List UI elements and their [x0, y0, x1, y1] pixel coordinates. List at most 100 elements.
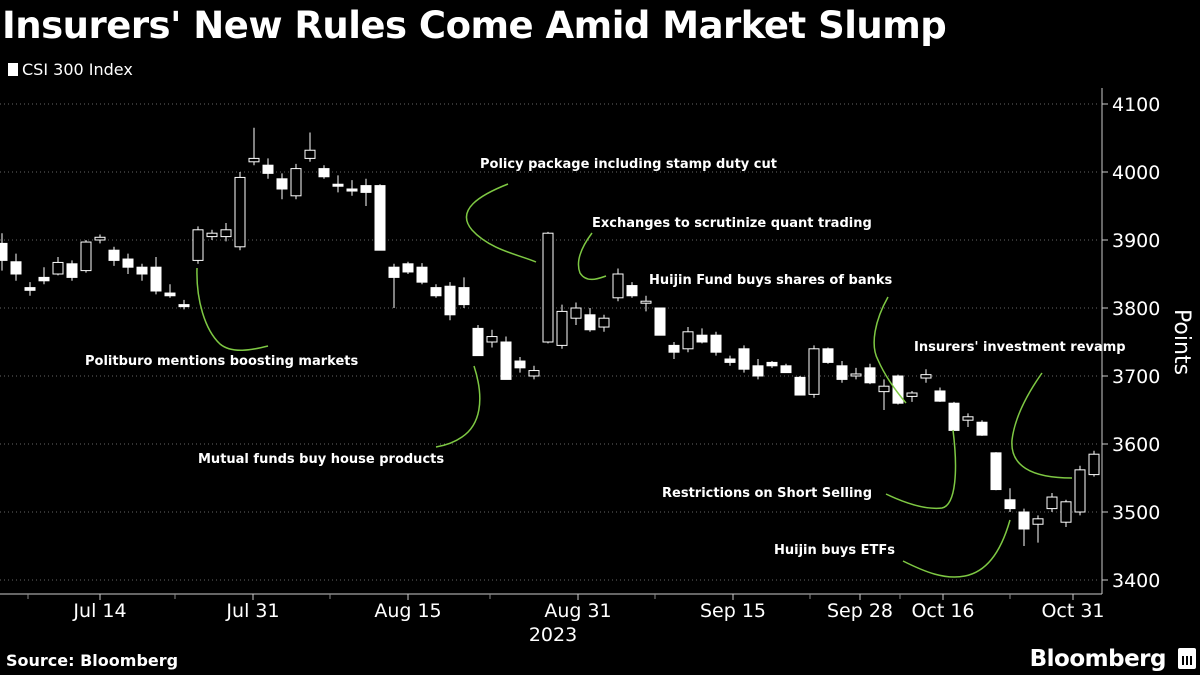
candle-body: [52, 261, 64, 275]
candle: [472, 325, 484, 357]
candle: [598, 314, 610, 332]
candle-body: [682, 331, 694, 350]
candle: [80, 240, 92, 273]
candle-body: [304, 149, 316, 159]
candle: [262, 158, 274, 179]
candle: [122, 253, 134, 274]
candle-body: [962, 416, 974, 421]
candle-body: [626, 285, 638, 297]
candle-body: [794, 376, 806, 396]
candle: [388, 263, 400, 308]
candle-body: [892, 375, 904, 404]
candle-body: [724, 358, 736, 363]
x-tick-label: Sep 15: [700, 600, 766, 622]
candle: [528, 365, 540, 380]
candle: [934, 387, 946, 402]
candle: [332, 175, 344, 193]
candle: [794, 376, 806, 396]
candle-body: [920, 374, 932, 379]
candle-body: [150, 266, 162, 292]
candle-body: [696, 334, 708, 343]
candle-body: [164, 292, 176, 297]
candle-body: [640, 300, 652, 304]
candle-body: [1074, 469, 1086, 513]
x-year-label: 2023: [529, 624, 577, 646]
annotation-label: Mutual funds buy house products: [198, 452, 444, 467]
candle: [920, 369, 932, 383]
candle: [654, 307, 666, 336]
candle-body: [472, 327, 484, 357]
candle: [416, 263, 428, 285]
candle-body: [570, 307, 582, 319]
candle: [1088, 450, 1100, 477]
candle: [948, 401, 960, 431]
candle-body: [0, 242, 8, 261]
candle: [10, 253, 22, 281]
candle-body: [1060, 501, 1072, 523]
grid: [0, 103, 1100, 581]
axes: 3400 3500 3600 3700 3800 3900 4000 4100 Points Ju…: [0, 88, 1194, 646]
candle: [1074, 465, 1086, 516]
candle: [360, 178, 372, 206]
annotation-label: Huijin Fund buys shares of banks: [649, 273, 893, 288]
candle: [0, 233, 8, 271]
candle: [780, 363, 792, 374]
candle-body: [94, 236, 106, 241]
candle-body: [542, 232, 554, 343]
candle: [458, 277, 470, 308]
candle-body: [416, 266, 428, 283]
candle: [444, 282, 456, 321]
candle-body: [836, 365, 848, 380]
candle-body: [766, 361, 778, 367]
candle: [500, 336, 512, 380]
candle-body: [822, 348, 834, 363]
candle-body: [234, 176, 246, 248]
x-tick-label: Aug 15: [374, 600, 441, 622]
candle: [836, 361, 848, 383]
candle-body: [528, 370, 540, 377]
candle: [318, 165, 330, 179]
callout-curve: [465, 183, 537, 263]
candle: [402, 261, 414, 274]
candle-body: [402, 263, 414, 273]
candle: [724, 355, 736, 366]
annotation-label: Exchanges to scrutinize quant trading: [592, 216, 872, 231]
candle-body: [934, 390, 946, 402]
candle-body: [556, 310, 568, 346]
candle-body: [206, 232, 218, 238]
candle-body: [248, 157, 260, 163]
candle: [430, 284, 442, 298]
candle: [990, 452, 1002, 491]
candle: [850, 367, 862, 380]
callout-curve: [435, 365, 481, 448]
y-tick-label: 3500: [1112, 502, 1160, 524]
candle-body: [346, 188, 358, 192]
candle-body: [710, 334, 722, 353]
brand-logo: Bloomberg: [1029, 646, 1167, 672]
candle-body: [136, 266, 148, 275]
candle: [864, 363, 876, 385]
candle: [612, 268, 624, 302]
candle-body: [1032, 518, 1044, 525]
candle-body: [906, 392, 918, 397]
candle-body: [220, 229, 232, 238]
candle: [178, 299, 190, 310]
source-label: Source: Bloomberg: [6, 651, 179, 670]
candle: [220, 223, 232, 242]
candle: [276, 173, 288, 200]
candle-body: [752, 365, 764, 377]
candle-body: [598, 317, 610, 328]
x-tick-label: Sep 28: [827, 600, 893, 622]
candle: [346, 180, 358, 196]
candle: [808, 345, 820, 398]
candle: [192, 226, 204, 264]
callout-curve: [1011, 372, 1073, 479]
candle: [906, 390, 918, 402]
candle: [304, 132, 316, 162]
annotation-label: Restrictions on Short Selling: [662, 486, 872, 501]
x-tick-label: Jul 14: [72, 600, 126, 622]
candle: [626, 282, 638, 298]
candle-body: [738, 348, 750, 370]
candle: [1046, 492, 1058, 512]
x-tick-label: Jul 31: [225, 600, 279, 622]
